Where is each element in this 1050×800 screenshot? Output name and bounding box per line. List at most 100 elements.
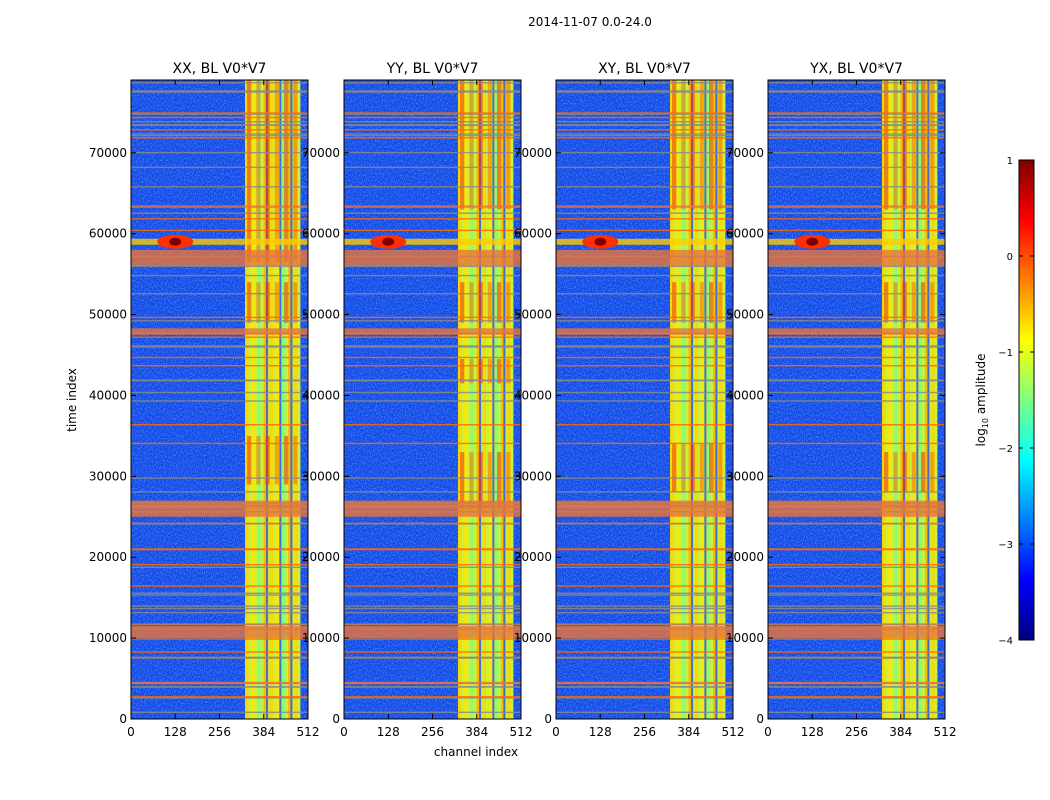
flag-row <box>556 697 733 699</box>
band-stripe <box>900 80 904 719</box>
y-tick-label: 20000 <box>514 550 552 564</box>
flag-row <box>556 186 733 188</box>
flag-block <box>131 681 308 685</box>
flag-row <box>556 686 733 688</box>
flag-row <box>131 133 308 135</box>
x-tick-label: 0 <box>127 725 135 739</box>
y-tick-label: 0 <box>544 712 552 726</box>
flag-row <box>768 638 945 640</box>
hot-patch <box>460 359 465 384</box>
flag-row <box>344 133 521 135</box>
y-tick-label: 70000 <box>726 146 764 160</box>
flag-row <box>768 124 945 126</box>
flag-row <box>556 607 733 610</box>
hot-patch <box>487 80 492 210</box>
flag-row <box>768 697 945 699</box>
flag-row <box>344 379 521 381</box>
flag-row <box>131 356 308 359</box>
hot-patch <box>283 282 289 323</box>
flag-row <box>344 90 521 92</box>
hot-patch <box>902 452 907 493</box>
flag-row <box>556 651 733 653</box>
flag-row <box>768 594 945 596</box>
hot-patch <box>690 282 695 323</box>
band-stripe <box>288 80 292 719</box>
y-tick-label: 40000 <box>89 388 127 402</box>
x-tick-label: 0 <box>552 725 560 739</box>
colorbar-tick-label: 0 <box>1007 252 1013 263</box>
band-stripe <box>294 80 298 719</box>
flag-row <box>556 336 733 338</box>
hot-patch <box>256 80 261 262</box>
x-tick-label: 384 <box>465 725 488 739</box>
burst-core <box>594 237 607 246</box>
y-tick-label: 70000 <box>514 146 552 160</box>
figure-suptitle: 2014-11-07 0.0-24.0 <box>528 15 652 29</box>
y-tick-label: 70000 <box>302 146 340 160</box>
band-stripe <box>281 80 286 719</box>
flag-row <box>344 651 521 653</box>
band-stripe <box>700 80 705 719</box>
hot-patch <box>247 282 252 323</box>
hot-patch <box>708 80 714 210</box>
flag-row <box>131 316 308 319</box>
flag-row <box>131 607 308 610</box>
band-stripe <box>719 80 723 719</box>
flag-row <box>131 477 308 479</box>
flag-row <box>768 116 945 119</box>
flag-row <box>556 612 733 614</box>
flag-row <box>344 91 521 93</box>
flag-row <box>131 121 308 123</box>
flag-row <box>131 651 308 653</box>
hot-patch <box>911 452 916 493</box>
hot-patch <box>718 80 723 210</box>
flag-row <box>768 379 945 381</box>
flag-row <box>131 212 308 214</box>
flag-row <box>131 623 308 625</box>
hot-patch <box>496 80 502 210</box>
flag-row <box>556 346 733 348</box>
flag-row <box>131 112 308 114</box>
flag-row <box>131 229 308 232</box>
flag-row <box>768 686 945 688</box>
flag-block <box>344 625 521 639</box>
flag-row <box>344 522 521 525</box>
band-stripe <box>263 80 267 719</box>
burst-row <box>768 238 945 245</box>
flag-block <box>344 205 521 208</box>
y-tick-label: 50000 <box>726 308 764 322</box>
flag-row <box>344 594 521 596</box>
hot-patch <box>274 282 279 323</box>
flag-row <box>556 320 733 322</box>
band-stripe <box>501 80 505 719</box>
flag-row <box>131 424 308 426</box>
flag-row <box>131 522 308 525</box>
hot-patch <box>699 282 704 323</box>
hot-patch <box>460 80 465 210</box>
hot-patch <box>293 80 298 262</box>
flag-row <box>556 91 733 93</box>
hot-patch <box>274 435 279 485</box>
hot-patch <box>884 452 889 493</box>
flag-block <box>131 328 308 335</box>
flag-row <box>344 218 521 220</box>
hot-patch <box>718 282 723 323</box>
burst-row <box>131 238 308 245</box>
flag-row <box>768 316 945 319</box>
band-stripe <box>251 80 255 719</box>
flag-row <box>556 212 733 214</box>
hot-patch <box>672 282 677 323</box>
band-gap <box>691 80 694 719</box>
flag-row <box>131 265 308 268</box>
flag-row <box>344 592 521 594</box>
flag-row <box>768 477 945 479</box>
flag-block <box>556 625 733 639</box>
colorbar-tick-label: −4 <box>998 636 1013 647</box>
flag-row <box>556 113 733 115</box>
band-stripe <box>245 80 249 719</box>
flag-block <box>131 205 308 208</box>
y-tick-label: 10000 <box>726 631 764 645</box>
hot-patch <box>902 282 907 323</box>
hot-patch <box>478 359 483 384</box>
x-tick-label: 256 <box>633 725 656 739</box>
